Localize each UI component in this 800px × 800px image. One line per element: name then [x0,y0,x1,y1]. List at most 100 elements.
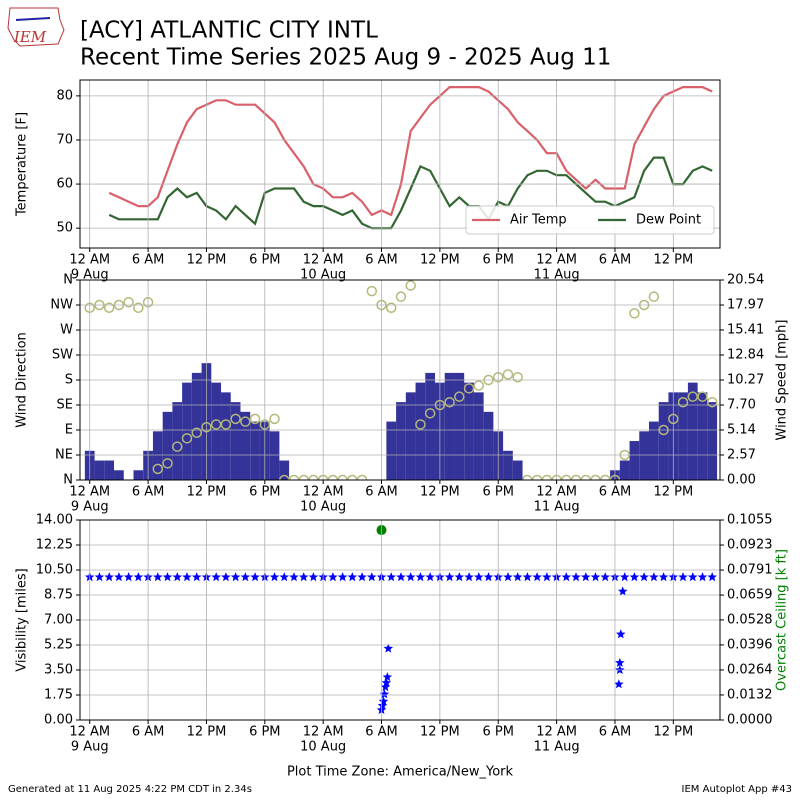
x-tick-label: 6 PM [249,725,280,740]
circle-marker [298,474,309,480]
circle-marker [463,383,475,394]
frame [79,279,721,481]
star [382,672,393,682]
circle-marker [531,474,543,480]
y2-tick-label: 7.70 [727,398,756,413]
star [483,572,494,582]
star [614,679,624,689]
star [590,572,601,582]
bar [221,392,231,480]
star [454,572,465,582]
x-tick-label: 6 AM [599,725,632,740]
x-tick-label: 12 PM [187,253,227,268]
star [522,572,533,582]
star [221,572,231,582]
x-tick-label: 6 PM [249,485,280,500]
x-tick-label: 12 AM [69,485,110,500]
bar [639,431,649,480]
star [629,572,640,582]
star [444,572,455,582]
bar [152,431,163,480]
star [474,572,484,582]
star [123,572,134,582]
star [94,572,105,582]
star [386,572,396,582]
circle-marker [561,474,572,480]
bar [678,392,688,480]
logo-outline [7,7,65,47]
circle-marker [706,396,718,408]
x-tick-label: 6 AM [365,485,398,500]
bar [425,372,436,480]
x-tick-label: 6 PM [483,253,514,268]
x-tick-label: 6 AM [599,253,632,268]
x-tick-label: 12 PM [420,725,460,740]
plot-area [108,86,713,230]
star [405,572,416,582]
x-tick-label: 6 AM [365,725,398,740]
star [153,572,163,582]
star [678,572,688,582]
y-tick-label: NE [55,448,73,463]
star [240,572,251,582]
x-tick-label: 6 PM [483,485,514,500]
circle-marker [590,474,601,480]
star [639,572,649,582]
circle-marker [162,458,173,469]
x-tick-label: 12 AM [303,725,344,740]
title: [ACY] ATLANTIC CITY INTL [80,18,378,44]
bar [162,411,173,480]
bar [444,372,455,480]
y2-tick-label: 0.0264 [727,662,773,677]
star [396,572,406,582]
x-tick-label: 12 PM [653,725,693,740]
legend-label: Dew Point [636,213,701,228]
star [299,572,309,582]
y2-tick-label: 0.00 [727,473,756,488]
y-tick-label: 3.50 [44,663,73,678]
circle-marker [103,302,115,314]
bar [619,460,630,480]
y-tick-label: 14.00 [36,513,73,528]
x-tick-label: 6 AM [132,485,165,500]
star [162,572,173,582]
circle-marker [191,427,202,439]
star [380,682,391,692]
circle-marker [337,474,348,480]
x-tick-date: 10 Aug [300,500,346,515]
y-tick-label: 80 [56,88,73,103]
bar [658,402,669,480]
bar [454,372,465,480]
star [532,572,542,582]
star [571,572,581,582]
y2-tick-label: 12.84 [727,347,764,362]
circle-marker [424,408,436,419]
star [615,665,625,674]
star [618,586,628,596]
circle-marker [327,474,339,480]
star [378,696,389,706]
circle-marker [629,308,640,319]
circle-marker [454,391,465,402]
bar [279,460,290,480]
star [279,572,289,582]
bar [386,421,397,480]
circle-marker [677,396,689,408]
bar [415,382,426,480]
y-tick-label: SE [57,398,73,413]
circle-marker [580,474,592,480]
circle-marker [288,474,300,480]
circle-marker [502,369,514,380]
frame [79,519,721,721]
star [425,572,435,582]
bar [512,460,523,480]
x-tick-label: 12 PM [420,485,460,500]
bar [104,460,115,480]
logo-text: IEM [13,28,47,46]
x-tick-label: 12 PM [653,485,693,500]
star [383,643,394,653]
x-tick-label: 6 PM [483,725,514,740]
star [357,572,367,582]
bar [697,392,708,480]
